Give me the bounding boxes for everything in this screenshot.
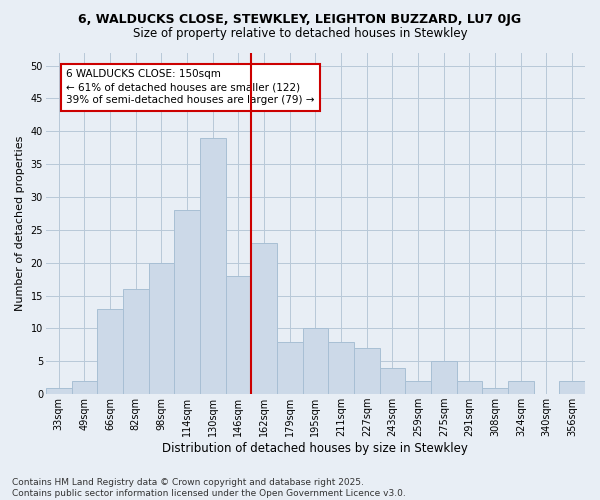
Bar — [200, 138, 226, 394]
Bar — [405, 381, 431, 394]
Y-axis label: Number of detached properties: Number of detached properties — [15, 136, 25, 311]
Bar — [559, 381, 585, 394]
Bar — [431, 362, 457, 394]
Bar — [251, 243, 277, 394]
Bar — [457, 381, 482, 394]
Text: Contains HM Land Registry data © Crown copyright and database right 2025.
Contai: Contains HM Land Registry data © Crown c… — [12, 478, 406, 498]
Bar — [71, 381, 97, 394]
Text: 6, WALDUCKS CLOSE, STEWKLEY, LEIGHTON BUZZARD, LU7 0JG: 6, WALDUCKS CLOSE, STEWKLEY, LEIGHTON BU… — [79, 12, 521, 26]
Bar — [354, 348, 380, 394]
Text: Size of property relative to detached houses in Stewkley: Size of property relative to detached ho… — [133, 28, 467, 40]
Bar — [380, 368, 405, 394]
Bar — [508, 381, 533, 394]
Text: 6 WALDUCKS CLOSE: 150sqm
← 61% of detached houses are smaller (122)
39% of semi-: 6 WALDUCKS CLOSE: 150sqm ← 61% of detach… — [67, 69, 315, 106]
Bar — [226, 276, 251, 394]
Bar — [174, 210, 200, 394]
Bar — [123, 289, 149, 394]
Bar — [97, 308, 123, 394]
Bar — [302, 328, 328, 394]
Bar — [482, 388, 508, 394]
Bar — [328, 342, 354, 394]
Bar — [149, 263, 174, 394]
Bar — [277, 342, 302, 394]
Bar — [46, 388, 71, 394]
X-axis label: Distribution of detached houses by size in Stewkley: Distribution of detached houses by size … — [163, 442, 469, 455]
